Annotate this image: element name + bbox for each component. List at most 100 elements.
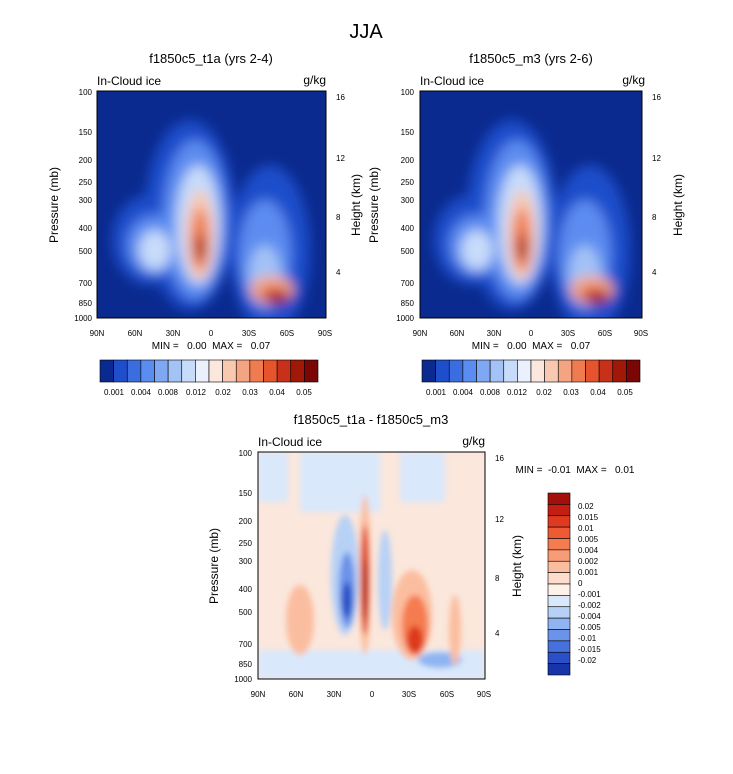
x-tick: 90N [413, 329, 428, 338]
y-tick: 300 [239, 557, 253, 566]
panel-b-colorbar-labels: 0.001 0.004 0.008 0.012 0.02 0.03 0.04 0… [426, 388, 633, 397]
colorbar-swatch [154, 359, 169, 383]
y-tick: 500 [401, 247, 415, 256]
y-tick: 850 [239, 660, 253, 669]
panel-b-ylabel-right: Height (km) [671, 174, 685, 236]
y-tick: 1000 [396, 314, 414, 323]
colorbar-label: -0.005 [578, 623, 601, 632]
colorbar-label: 0.012 [507, 388, 528, 397]
colorbar-swatch [547, 492, 571, 505]
colorbar-label: 0.04 [590, 388, 606, 397]
colorbar-swatch [421, 359, 436, 383]
colorbar-swatch [530, 359, 545, 383]
height-tick: 16 [652, 93, 661, 102]
colorbar-swatch [276, 359, 292, 383]
colorbar-swatch [435, 359, 450, 383]
y-tick: 200 [79, 156, 93, 165]
colorbar-label: 0.03 [563, 388, 579, 397]
colorbar-label: 0.001 [426, 388, 447, 397]
colorbar-swatch [290, 359, 305, 383]
x-tick: 60S [440, 690, 454, 699]
x-tick: 30N [487, 329, 502, 338]
panel-a-right-ticks: 16 12 8 4 [336, 93, 345, 277]
colorbar-label: 0 [578, 579, 583, 588]
y-tick: 250 [79, 178, 93, 187]
panel-c-ylabel-right: Height (km) [510, 535, 524, 597]
x-tick: 0 [370, 690, 375, 699]
panel-b-title: f1850c5_m3 (yrs 2-6) [469, 51, 593, 66]
x-tick: 90N [90, 329, 105, 338]
colorbar-swatch [263, 359, 278, 383]
colorbar-label: 0.05 [296, 388, 312, 397]
panel-a-field [97, 91, 326, 318]
colorbar-swatch [547, 640, 571, 653]
colorbar-swatch [304, 359, 319, 383]
colorbar-swatch [476, 359, 491, 383]
x-tick: 30S [242, 329, 256, 338]
colorbar-label: 0.02 [578, 502, 594, 511]
colorbar-label: 0.001 [578, 568, 599, 577]
panel-a-stats: MIN = 0.00 MAX = 0.07 [152, 341, 271, 352]
colorbar-label: 0.004 [131, 388, 152, 397]
x-tick: 30S [561, 329, 575, 338]
colorbar-label: 0.004 [453, 388, 474, 397]
height-tick: 8 [336, 213, 341, 222]
y-tick: 700 [79, 279, 93, 288]
y-tick: 150 [79, 128, 93, 137]
colorbar-label: 0.01 [578, 524, 594, 533]
panel-a-units: g/kg [303, 73, 326, 87]
panel-a: f1850c5_t1a (yrs 2-4) In-Cloud ice g/kg [47, 51, 363, 397]
y-tick: 850 [401, 299, 415, 308]
x-tick: 0 [529, 329, 534, 338]
colorbar-swatch [489, 359, 505, 383]
panel-a-y-ticks: 100 150 200 250 300 400 500 700 850 1000 [74, 88, 92, 323]
colorbar-swatch [547, 617, 571, 630]
y-tick: 500 [239, 608, 253, 617]
y-tick: 100 [79, 88, 93, 97]
x-tick: 30N [327, 690, 342, 699]
x-tick: 60N [450, 329, 465, 338]
panel-a-title: f1850c5_t1a (yrs 2-4) [149, 51, 273, 66]
colorbar-swatch [547, 572, 571, 585]
panel-c-left-label: In-Cloud ice [258, 435, 322, 449]
colorbar-label: -0.004 [578, 612, 601, 621]
panel-a-left-label: In-Cloud ice [97, 74, 161, 88]
colorbar-label: 0.02 [215, 388, 231, 397]
panel-b-x-ticks: 90N 60N 30N 0 30S 60S 90S [413, 329, 648, 338]
panel-c-title: f1850c5_t1a - f1850c5_m3 [294, 412, 449, 427]
height-tick: 12 [495, 515, 504, 524]
panel-c-x-ticks: 90N 60N 30N 0 30S 60S 90S [251, 690, 491, 699]
panel-c-colorbar [547, 492, 571, 676]
height-tick: 16 [495, 454, 504, 463]
colorbar-swatch [571, 359, 586, 383]
colorbar-swatch [503, 359, 518, 383]
y-tick: 1000 [74, 314, 92, 323]
colorbar-swatch [547, 526, 571, 539]
x-tick: 30N [166, 329, 181, 338]
colorbar-swatch [547, 651, 571, 664]
panel-b-stats: MIN = 0.00 MAX = 0.07 [472, 341, 591, 352]
panel-b-y-ticks: 100 150 200 250 300 400 500 700 850 1000 [396, 88, 414, 323]
colorbar-label: 0.004 [578, 546, 599, 555]
colorbar-swatch [557, 359, 573, 383]
colorbar-swatch [547, 663, 571, 676]
x-tick: 60S [598, 329, 612, 338]
panel-c-right-ticks: 16 12 8 4 [495, 454, 504, 638]
colorbar-label: -0.002 [578, 601, 601, 610]
height-tick: 4 [336, 268, 341, 277]
colorbar-label: 0.05 [617, 388, 633, 397]
colorbar-swatch [547, 504, 571, 517]
colorbar-swatch [140, 359, 155, 383]
colorbar-label: 0.008 [480, 388, 501, 397]
panel-c-ylabel: Pressure (mb) [207, 528, 221, 604]
colorbar-swatch [598, 359, 614, 383]
panel-a-ylabel-right: Height (km) [349, 174, 363, 236]
panel-b-colorbar [421, 359, 641, 383]
panel-b-field [420, 91, 642, 318]
panel-a-x-ticks: 90N 60N 30N 0 30S 60S 90S [90, 329, 332, 338]
panel-a-colorbar-labels: 0.001 0.004 0.008 0.012 0.02 0.03 0.04 0… [104, 388, 312, 397]
colorbar-swatch [547, 595, 571, 608]
y-tick: 150 [239, 489, 253, 498]
colorbar-swatch [99, 359, 114, 383]
height-tick: 16 [336, 93, 345, 102]
